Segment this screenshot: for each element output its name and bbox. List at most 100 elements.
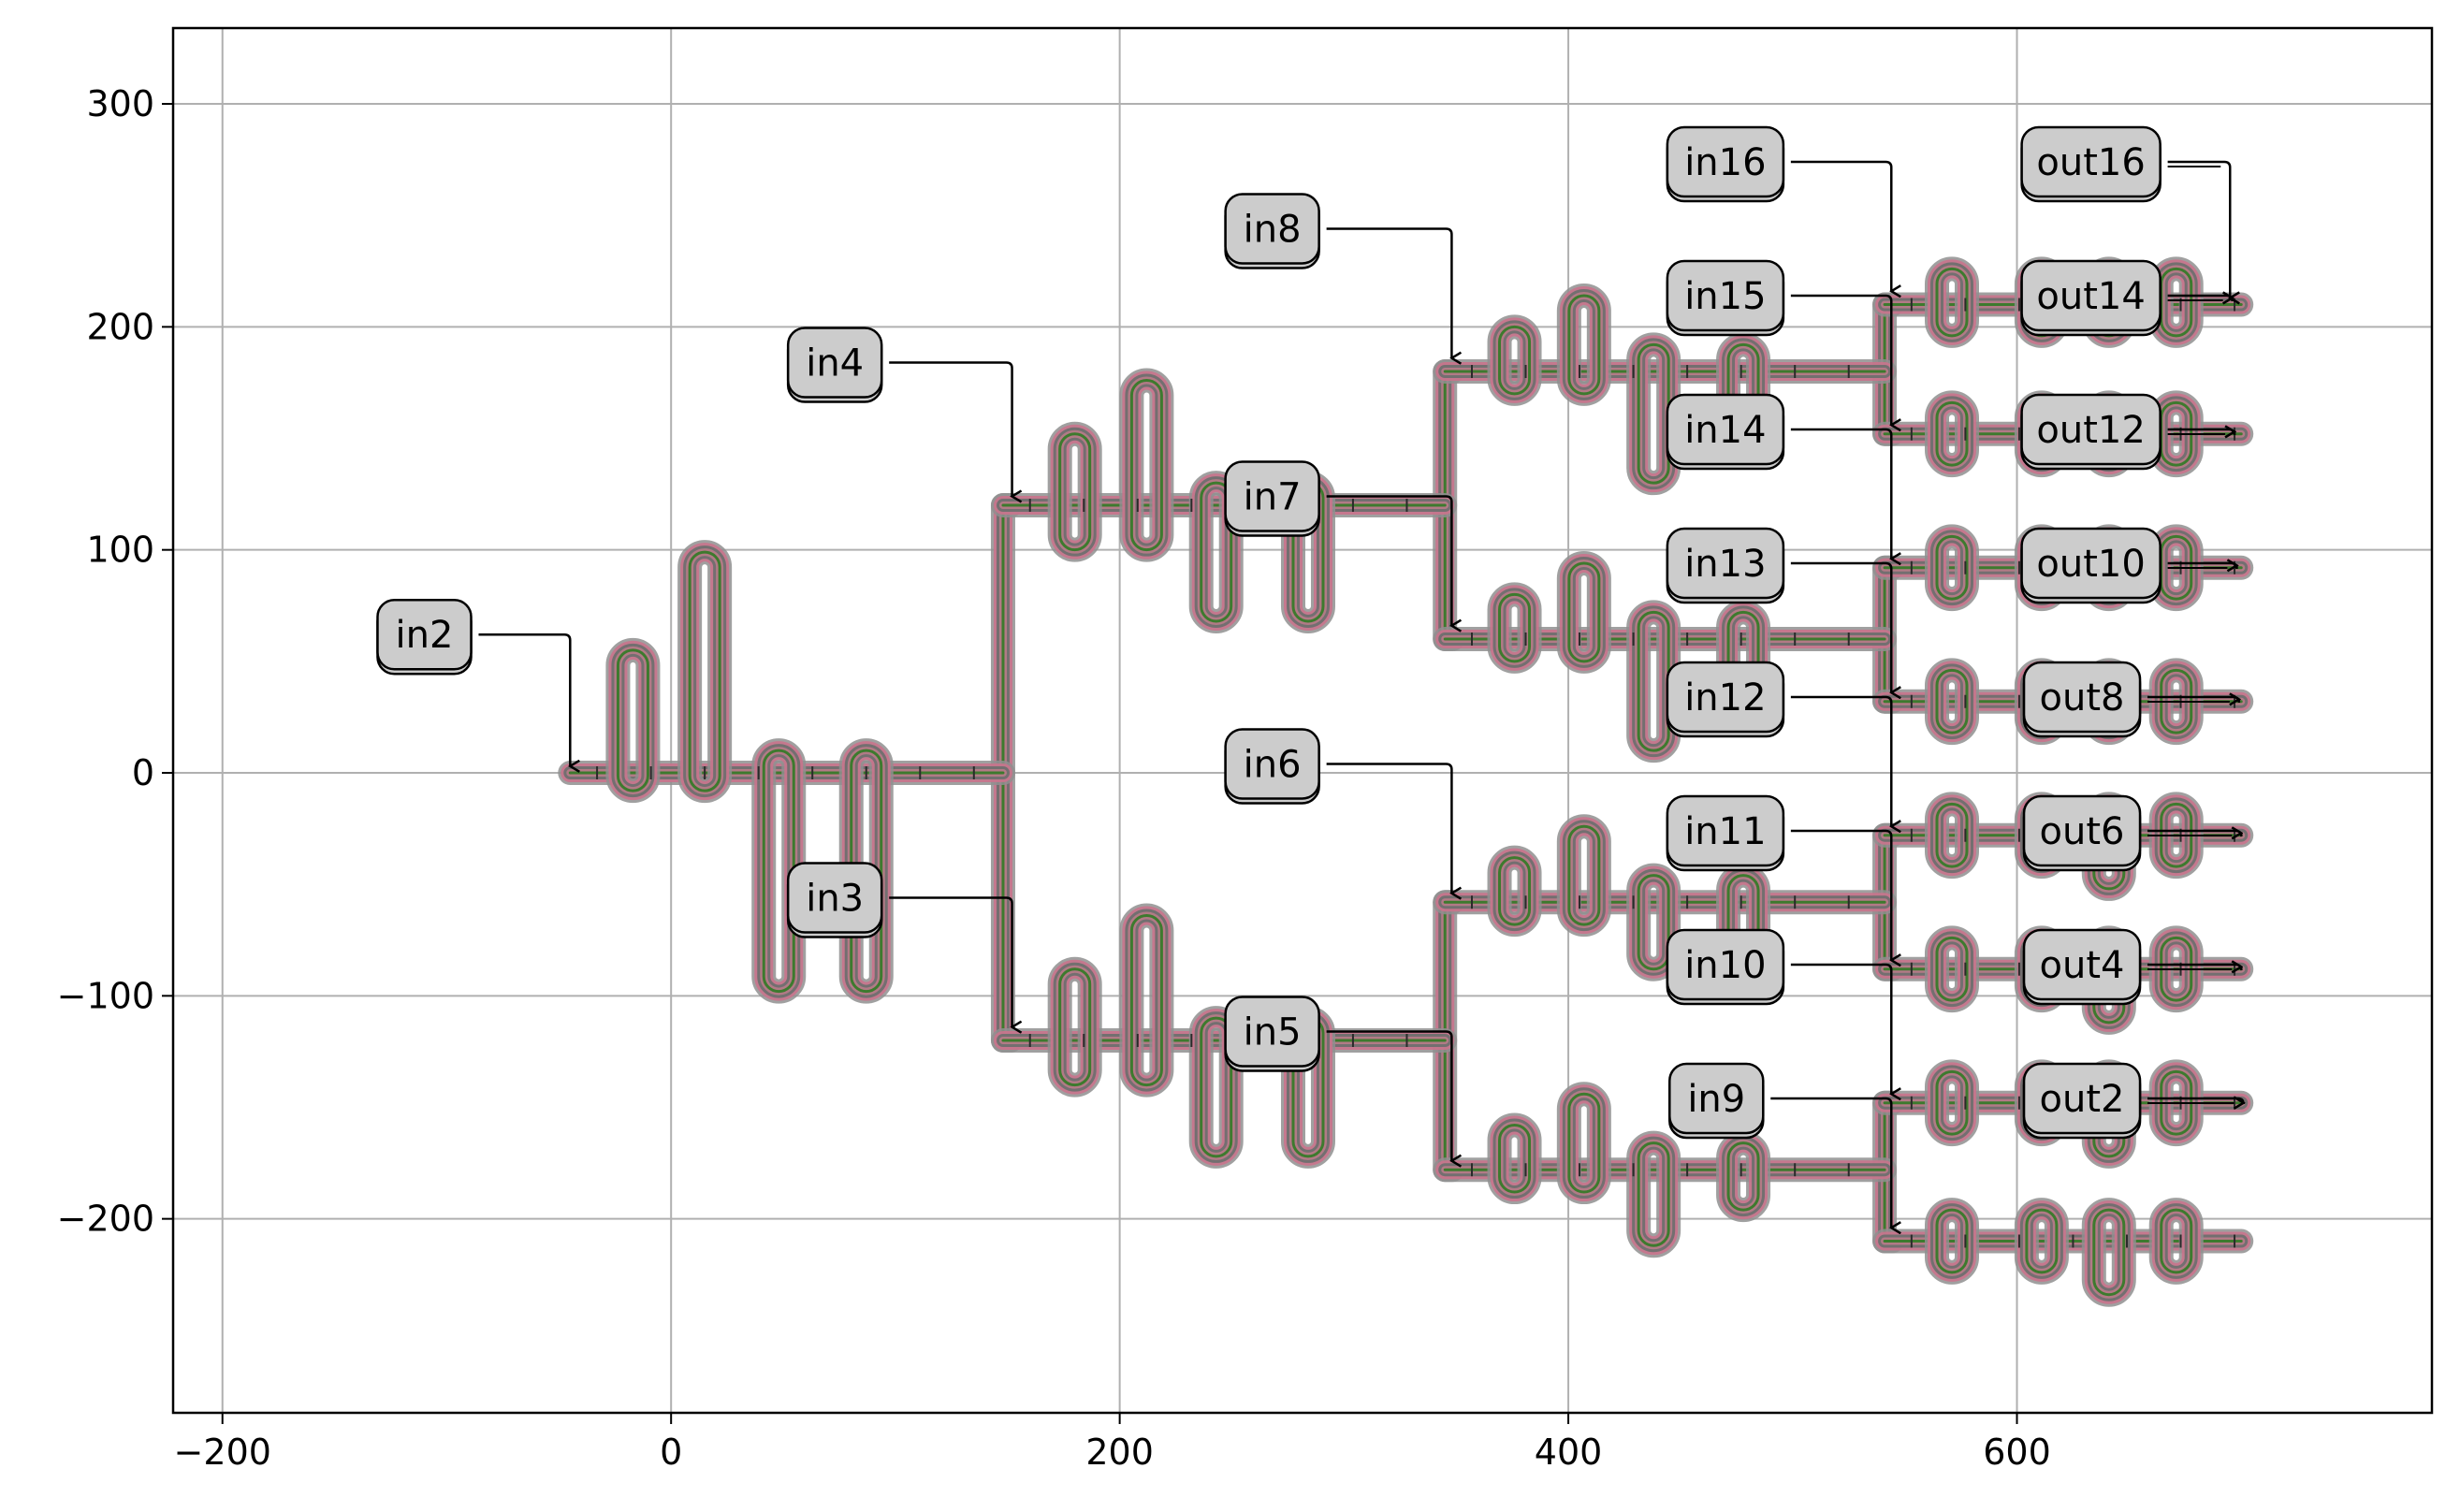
port-label-box <box>2022 794 2142 867</box>
port-label-layer: in2 in3 in4 in5 in6 in7 in8 in9 in10 in11 in12 in13… <box>376 125 2162 1140</box>
y-tick-label: 100 <box>86 530 154 571</box>
waveguide-loop <box>1487 582 1542 674</box>
port-arrow <box>2147 1098 2244 1104</box>
port-label-out6: out6 <box>2040 810 2125 853</box>
waveguide-segment-marks <box>1470 365 1850 379</box>
waveguide-loop <box>1047 956 1102 1098</box>
x-tick-label: 600 <box>1983 1432 2051 1473</box>
waveguide-segment-marks <box>1470 895 1850 909</box>
x-tick-label: 0 <box>660 1432 682 1473</box>
x-tick-label: −200 <box>174 1432 271 1473</box>
port-label-box <box>1666 393 1785 466</box>
waveguide-loop <box>1188 471 1244 633</box>
port-label-box <box>1666 125 1785 198</box>
waveguide-loop <box>1047 421 1102 562</box>
port-label-box <box>1666 527 1785 600</box>
port-label-in7: in7 <box>1244 475 1302 518</box>
port-label-in5: in5 <box>1244 1010 1302 1054</box>
waveguide-loop <box>2148 256 2204 348</box>
waveguide-loop <box>677 540 733 804</box>
port-label-in13: in13 <box>1684 543 1766 586</box>
port-label-in11: in11 <box>1684 810 1766 853</box>
waveguide-loop <box>1119 903 1174 1098</box>
port-label-in8: in8 <box>1244 208 1302 251</box>
y-tick-label: −100 <box>57 975 154 1016</box>
port-arrow <box>2147 697 2239 703</box>
port-label-in9: in9 <box>1687 1078 1745 1121</box>
port-arrow <box>1790 160 1891 291</box>
port-label-box <box>1666 794 1785 867</box>
waveguide-loop <box>605 637 661 804</box>
port-label-box <box>1668 1062 1765 1135</box>
port-label-in16: in16 <box>1684 141 1766 184</box>
port-label-box <box>2020 393 2162 466</box>
port-label-in2: in2 <box>396 614 454 657</box>
waveguide-loop <box>1556 1082 1611 1204</box>
port-label-box <box>2020 259 2162 332</box>
port-label-box <box>1666 259 1785 332</box>
y-tick-label: 200 <box>86 306 154 347</box>
port-label-in14: in14 <box>1684 409 1766 452</box>
y-tick-label: 300 <box>86 83 154 124</box>
port-label-in3: in3 <box>806 877 864 920</box>
waveguide-segment-marks <box>1470 1163 1850 1177</box>
y-tick-label: −200 <box>57 1199 154 1240</box>
port-label-box <box>1224 193 1320 265</box>
port-label-in15: in15 <box>1684 275 1766 318</box>
port-label-in12: in12 <box>1684 676 1766 720</box>
port-label-box <box>2022 1062 2142 1135</box>
arrow-layer <box>478 160 2244 1228</box>
waveguide-segment-marks <box>596 766 975 780</box>
axis-ticks: −200 0 200 400 600 −200 −100 0 100 200 300 <box>57 83 2051 1473</box>
port-arrow <box>2167 160 2231 298</box>
port-label-box <box>1224 460 1320 532</box>
waveguide-loop <box>1925 1059 1979 1147</box>
waveguide-segment-marks <box>1470 632 1850 647</box>
waveguide-loop <box>1487 1112 1542 1204</box>
waveguide-loop <box>1188 1006 1244 1169</box>
port-arrow <box>478 632 570 766</box>
port-arrow <box>2147 965 2241 970</box>
port-label-out16: out16 <box>2036 141 2145 184</box>
port-arrow <box>889 361 1012 496</box>
waveguide-loop <box>1925 925 1979 1013</box>
x-tick-label: 200 <box>1085 1432 1154 1473</box>
port-arrow <box>1326 1030 1452 1160</box>
waveguide-loop <box>1716 1130 1771 1223</box>
port-label-out14: out14 <box>2036 275 2145 318</box>
port-label-out12: out12 <box>2036 409 2145 452</box>
waveguide-loop <box>1925 524 1979 612</box>
port-label-box <box>376 598 473 671</box>
port-label-in10: in10 <box>1684 944 1766 987</box>
waveguide-loop <box>1119 368 1174 562</box>
waveguide-segment-marks <box>1028 1033 1408 1047</box>
waveguide-loop <box>838 738 894 1004</box>
plot-frame <box>171 26 2434 1415</box>
port-label-box <box>786 862 883 934</box>
port-label-box <box>2020 125 2162 198</box>
port-arrow <box>2167 563 2237 569</box>
port-label-out4: out4 <box>2040 944 2125 987</box>
waveguide-loop <box>2014 1198 2069 1285</box>
waveguide-loop <box>1487 314 1542 406</box>
waveguide-loop <box>2081 1198 2136 1307</box>
waveguide-loop <box>1925 1198 1979 1285</box>
port-label-box <box>1224 996 1320 1068</box>
waveguide-loop <box>1556 284 1611 406</box>
waveguide-loop <box>1556 814 1611 938</box>
port-label-box <box>2020 527 2162 600</box>
port-label-in4: in4 <box>806 342 864 385</box>
waveguide-loop <box>1925 256 1979 348</box>
port-arrow <box>889 896 1012 1026</box>
waveguide-loop <box>1556 551 1611 674</box>
port-arrow <box>2147 831 2241 836</box>
port-label-box <box>2022 661 2142 734</box>
waveguide-loop <box>1925 792 1979 880</box>
waveguide-loop <box>1487 845 1542 938</box>
port-label-box <box>1224 728 1320 800</box>
port-label-out10: out10 <box>2036 543 2145 586</box>
waveguide-loop <box>1626 863 1681 981</box>
waveguide-loop <box>1925 658 1979 746</box>
port-arrow <box>1326 227 1452 357</box>
